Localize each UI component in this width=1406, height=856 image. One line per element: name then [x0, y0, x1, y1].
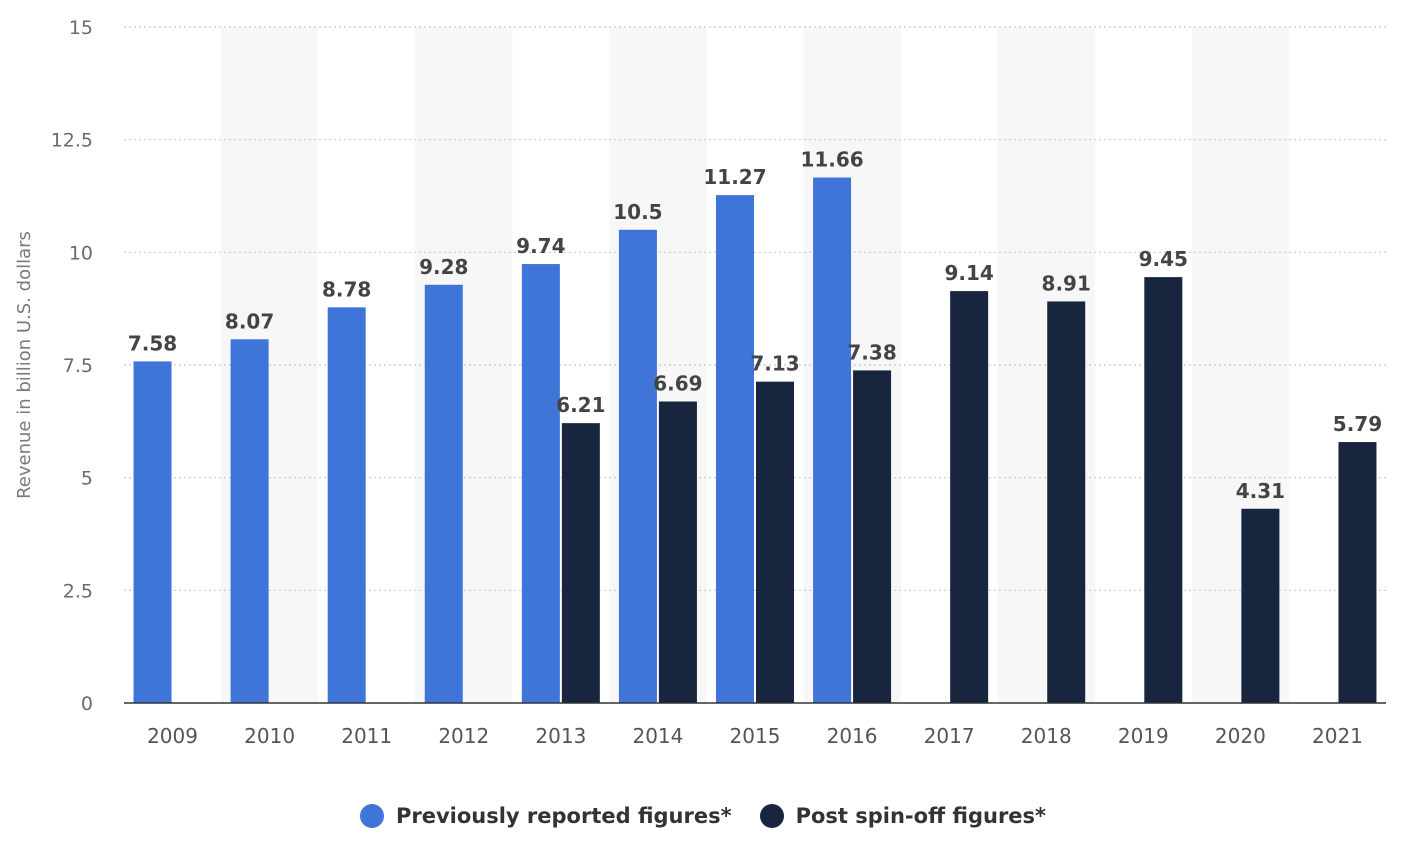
- data-label-post-spin-off: 7.38: [847, 340, 896, 364]
- bar-post-spin-off: [1144, 277, 1183, 703]
- bar-chart: 0 2.5 5 7.5 10 12.5 15 7.58 8.07 8.78 9.28 9.74 6.2…: [14, 17, 1386, 748]
- bar-post-spin-off: [756, 381, 794, 703]
- legend-label-previously-reported: Previously reported figures*: [395, 804, 732, 828]
- y-tick-label: 2.5: [63, 580, 93, 602]
- x-tick-label: 2013: [535, 724, 586, 748]
- data-label-post-spin-off: 9.14: [944, 261, 993, 285]
- bar-previously-reported: [813, 177, 852, 704]
- legend-marker-post-spin-off: [759, 804, 784, 828]
- bar-previously-reported: [230, 339, 269, 703]
- data-label-previously-reported: 11.27: [703, 165, 766, 189]
- x-tick-label: 2012: [438, 724, 489, 748]
- x-tick-label: 2016: [827, 724, 878, 748]
- y-tick-label: 15: [69, 17, 93, 39]
- y-tick-label: 7.5: [63, 355, 93, 377]
- legend-label-post-spin-off: Post spin-off figures*: [795, 804, 1047, 828]
- bar-previously-reported: [424, 284, 463, 703]
- y-tick-label: 5: [81, 468, 93, 490]
- y-axis-ticks: 0 2.5 5 7.5 10 12.5 15: [51, 17, 93, 715]
- legend-item-post-spin-off[interactable]: Post spin-off figures*: [759, 804, 1047, 828]
- data-label-post-spin-off: 8.91: [1042, 271, 1091, 295]
- legend: Previously reported figures* Post spin-o…: [0, 796, 1406, 836]
- data-label-previously-reported: 10.5: [613, 200, 662, 224]
- data-label-previously-reported: 9.74: [516, 234, 565, 258]
- x-tick-label: 2021: [1312, 724, 1363, 748]
- bar-post-spin-off: [950, 291, 989, 703]
- data-labels: 7.58 8.07 8.78 9.28 9.74 6.21 10.5 6.69 11.27 7.1…: [128, 148, 1382, 503]
- bar-post-spin-off: [1047, 301, 1086, 703]
- bar-previously-reported: [521, 264, 560, 703]
- bar-post-spin-off: [561, 423, 600, 703]
- x-tick-label: 2019: [1118, 724, 1169, 748]
- data-label-post-spin-off: 6.69: [653, 372, 702, 396]
- data-label-post-spin-off: 5.79: [1333, 412, 1382, 436]
- bar-post-spin-off: [1338, 442, 1377, 703]
- data-label-post-spin-off: 7.13: [750, 352, 799, 376]
- legend-marker-previously-reported: [359, 804, 384, 828]
- bar-previously-reported: [716, 195, 754, 703]
- y-tick-label: 0: [81, 693, 93, 715]
- bars: [133, 177, 1377, 704]
- data-label-previously-reported: 8.07: [225, 309, 274, 333]
- bar-post-spin-off: [853, 370, 892, 703]
- y-axis-label: Revenue in billion U.S. dollars: [14, 231, 35, 499]
- x-tick-label: 2018: [1021, 724, 1072, 748]
- x-tick-label: 2011: [341, 724, 392, 748]
- data-label-previously-reported: 11.66: [800, 148, 863, 172]
- y-tick-label: 12.5: [51, 130, 93, 152]
- bar-previously-reported: [327, 307, 366, 703]
- data-label-post-spin-off: 9.45: [1139, 247, 1188, 271]
- x-tick-label: 2010: [244, 724, 295, 748]
- data-label-previously-reported: 9.28: [419, 255, 468, 279]
- bar-post-spin-off: [658, 401, 697, 703]
- legend-item-previously-reported[interactable]: Previously reported figures*: [359, 804, 732, 828]
- data-label-previously-reported: 7.58: [128, 331, 177, 355]
- x-axis-ticks: 2009 2010 2011 2012 2013 2014 2015 2016 2017 2018…: [147, 724, 1363, 748]
- bar-previously-reported: [618, 229, 657, 704]
- data-label-post-spin-off: 6.21: [556, 393, 605, 417]
- bar-post-spin-off: [1241, 508, 1280, 703]
- data-label-post-spin-off: 4.31: [1236, 479, 1285, 503]
- x-tick-label: 2017: [924, 724, 975, 748]
- x-tick-label: 2014: [632, 724, 683, 748]
- bar-previously-reported: [133, 361, 172, 703]
- x-tick-label: 2020: [1215, 724, 1266, 748]
- x-tick-label: 2009: [147, 724, 198, 748]
- data-label-previously-reported: 8.78: [322, 277, 371, 301]
- y-tick-label: 10: [69, 242, 93, 264]
- x-tick-label: 2015: [730, 724, 781, 748]
